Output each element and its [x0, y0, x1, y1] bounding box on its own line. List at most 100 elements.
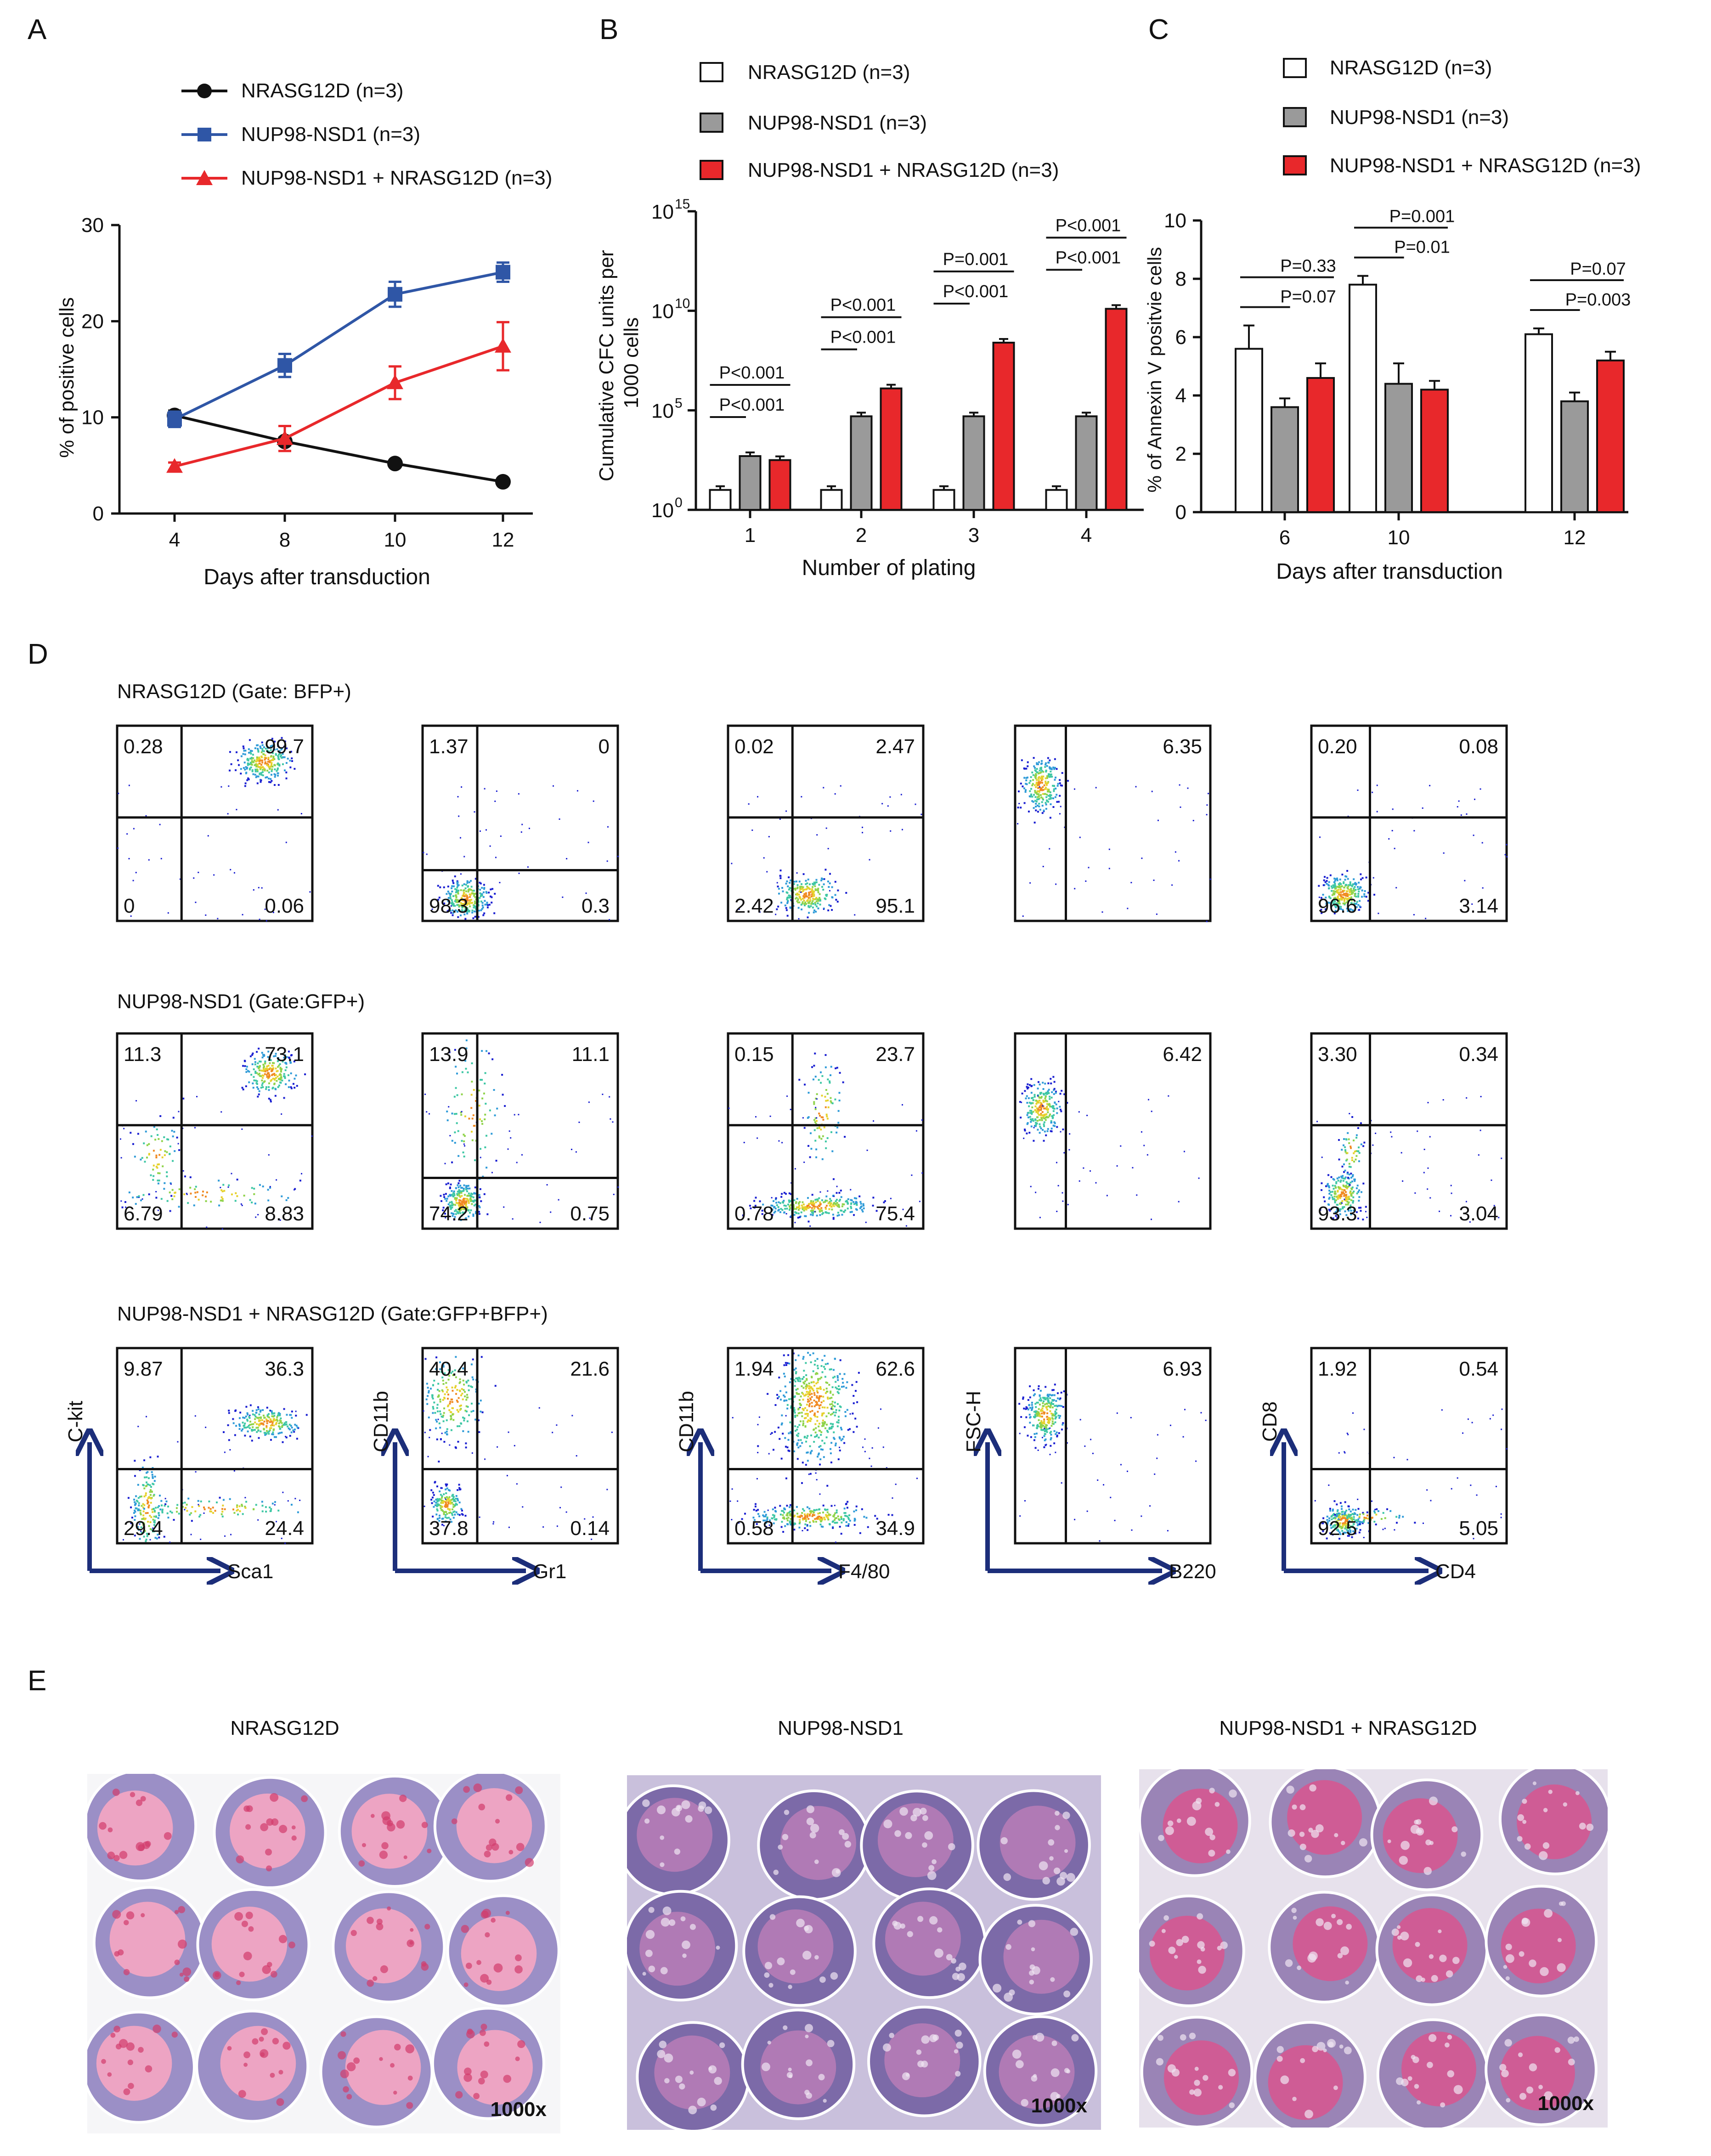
flow-event-dot [448, 1375, 451, 1377]
flow-event-dot [272, 756, 275, 758]
flow-event-dot [820, 1517, 823, 1519]
flow-event-dot [470, 1411, 473, 1413]
flow-event-dot [462, 899, 464, 902]
flow-event-dot [1039, 1132, 1041, 1134]
flow-event-dot [1175, 851, 1176, 853]
flow-event-dot [284, 1069, 287, 1072]
flow-event-dot [1336, 877, 1338, 880]
flow-event-dot [152, 1511, 154, 1513]
flow-event-dot [254, 1058, 256, 1060]
flow-event-dot [829, 1204, 831, 1207]
flow-event-dot [825, 894, 827, 896]
flow-event-dot [1036, 1120, 1039, 1122]
flow-event-dot [502, 1094, 504, 1096]
flow-event-dot [259, 1423, 261, 1426]
flow-event-dot [1038, 1095, 1040, 1098]
flow-event-dot [1027, 1086, 1029, 1089]
flow-event-dot [191, 1520, 193, 1522]
flow-event-dot [1345, 1198, 1347, 1200]
flow-event-dot [439, 1410, 441, 1412]
flow-event-dot [451, 1206, 453, 1208]
flow-event-dot [488, 903, 491, 906]
flow-event-dot [452, 1517, 455, 1519]
flow-event-dot [1339, 888, 1342, 891]
flow-event-dot [1360, 1122, 1362, 1124]
flow-event-dot [763, 1515, 765, 1518]
flow-event-dot [156, 1537, 158, 1540]
flow-event-dot [263, 1432, 265, 1434]
flow-event-dot [470, 1107, 473, 1109]
flow-event-dot [465, 1039, 468, 1042]
flow-event-dot [460, 1208, 463, 1210]
flow-event-dot [796, 1434, 798, 1436]
flow-event-dot [1049, 766, 1051, 768]
flow-event-dot [1037, 1129, 1039, 1131]
flow-event-dot [845, 1521, 847, 1523]
flow-event-dot [818, 1398, 820, 1400]
flow-event-dot [266, 1076, 268, 1078]
flow-event-dot [825, 1100, 827, 1102]
flow-event-dot [257, 1429, 260, 1432]
p-value-label: P=0.001 [943, 250, 1009, 269]
flow-event-dot [146, 1157, 148, 1159]
flow-event-dot [222, 1504, 224, 1507]
flow-event-dot [439, 1400, 441, 1403]
flow-event-dot [250, 1423, 253, 1426]
flow-event-dot [816, 1093, 818, 1095]
flow-event-dot [769, 1115, 771, 1117]
flow-event-dot [432, 1406, 434, 1408]
flow-event-dot [273, 773, 276, 775]
flow-event-dot [809, 1390, 811, 1393]
flow-event-dot [1346, 1158, 1348, 1161]
flow-event-dot [462, 1367, 464, 1370]
flow-event-dot [290, 751, 293, 753]
flow-event-dot [1030, 1092, 1033, 1094]
flow-event-dot [1032, 1120, 1034, 1122]
flow-event-dot [441, 1433, 443, 1434]
flow-event-dot [258, 1413, 260, 1416]
legend-b-label: NUP98-NSD1 (n=3) [748, 112, 927, 134]
flow-event-dot [821, 886, 824, 888]
flow-event-dot [273, 1418, 275, 1420]
flow-event-dot [1073, 788, 1075, 790]
flow-event-dot [813, 890, 815, 892]
flow-event-dot [1498, 1217, 1500, 1219]
flow-event-dot [830, 1392, 832, 1394]
flow-event-dot [1046, 777, 1048, 779]
flow-event-dot [444, 1516, 446, 1518]
flow-event-dot [243, 767, 245, 769]
flow-event-dot [1321, 1157, 1323, 1158]
flow-event-dot [799, 1404, 802, 1406]
flow-event-dot [465, 890, 468, 892]
flow-event-dot [1035, 1124, 1037, 1126]
flow-event-dot [1052, 766, 1055, 768]
flow-event-dot [810, 1148, 813, 1150]
flow-event-dot [843, 1211, 845, 1213]
flow-event-dot [774, 1518, 776, 1521]
flow-event-dot [449, 1402, 451, 1405]
flow-event-dot [802, 890, 804, 892]
flow-event-dot [789, 897, 791, 899]
flow-event-dot [1047, 790, 1049, 793]
flow-event-dot [775, 1197, 777, 1199]
flow-event-dot [120, 1157, 122, 1159]
flow-event-dot [293, 1431, 295, 1433]
flow-event-dot [446, 1487, 448, 1490]
flow-event-dot [1328, 896, 1331, 898]
flow-event-dot [434, 1412, 436, 1414]
flow-event-dot [815, 1097, 817, 1100]
flow-event-dot [816, 1388, 818, 1390]
flow-event-dot [617, 856, 619, 858]
flow-event-dot [1026, 783, 1028, 785]
flow-event-dot [425, 1398, 428, 1400]
flow-event-dot [468, 902, 470, 904]
flow-event-dot [484, 1113, 486, 1116]
flow-event-dot [1343, 1193, 1345, 1195]
quadrant-value-ur: 73.1 [265, 1043, 304, 1066]
flow-event-dot [428, 1391, 430, 1394]
flow-event-dot [834, 1522, 836, 1524]
flow-event-dot [1350, 890, 1353, 892]
flow-event-dot [831, 1400, 834, 1403]
flow-event-dot [473, 906, 475, 909]
flow-event-dot [444, 1505, 446, 1507]
